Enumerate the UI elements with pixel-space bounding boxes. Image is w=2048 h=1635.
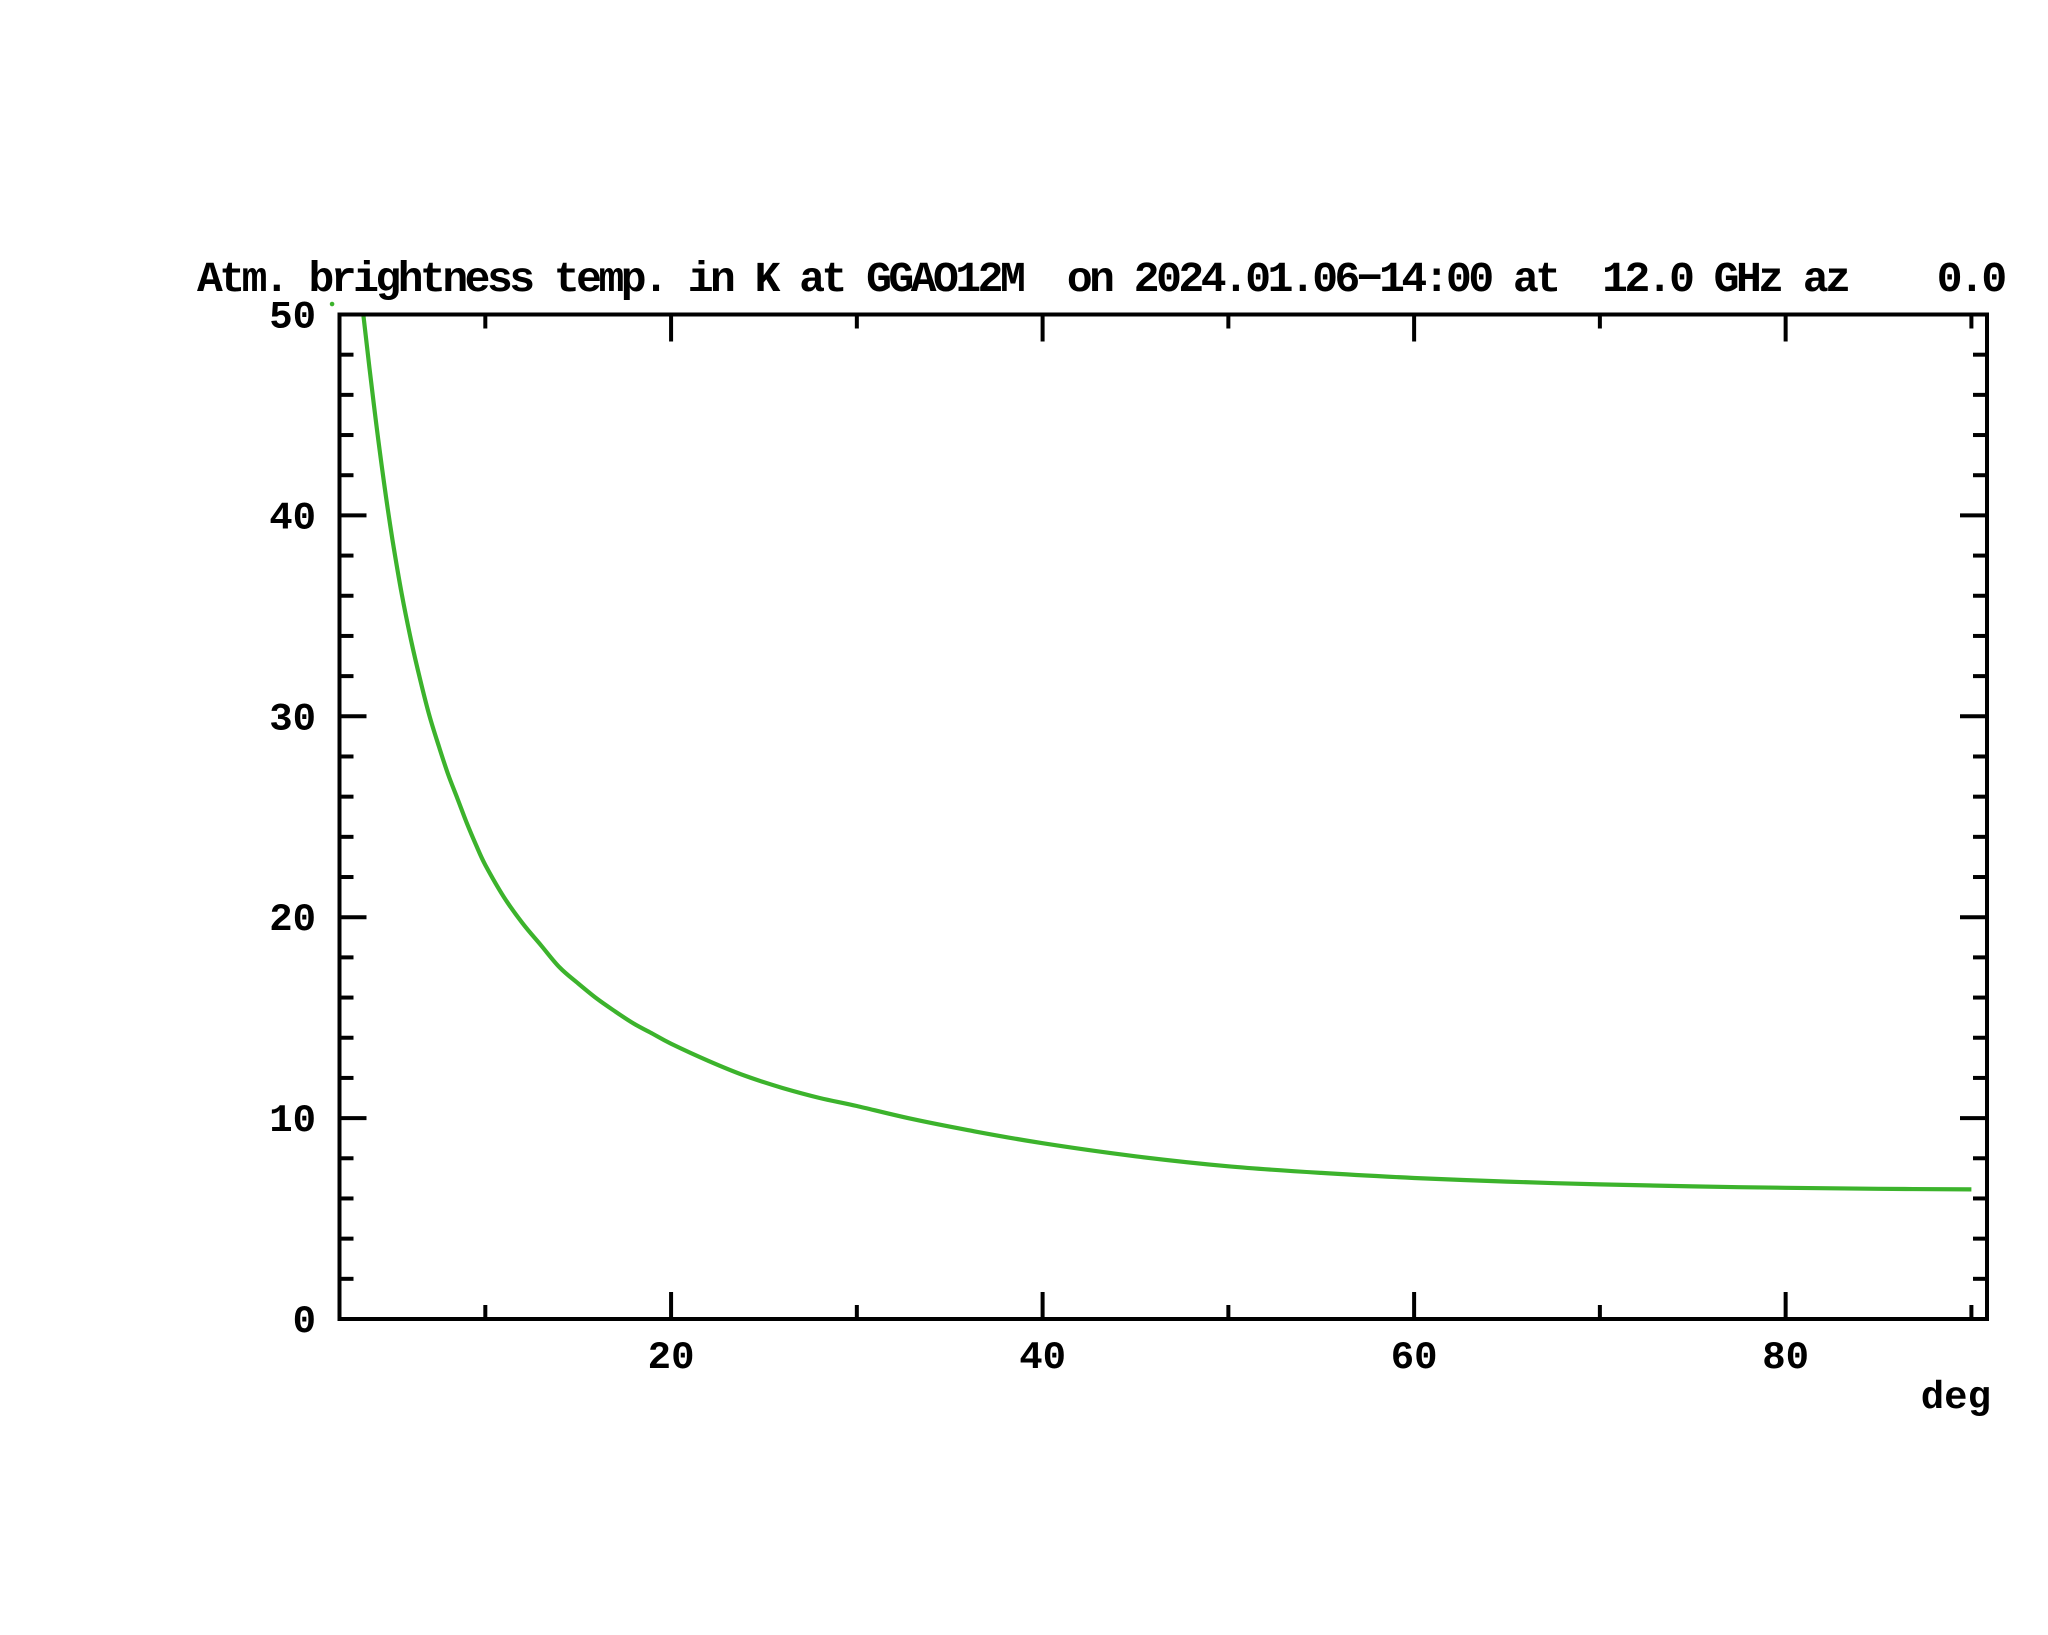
y-tick-label: 50 [269,296,316,340]
stray-green-dot [329,301,335,307]
x-tick-label: 20 [648,1336,695,1380]
y-axis-minor-ticks [339,352,1987,1281]
x-tick-label: 40 [1019,1336,1066,1380]
y-tick-label: 20 [269,898,316,942]
chart-title: Atm. brightness temp. in K at GGAO12M on… [197,255,2005,304]
y-tick-label: 30 [269,697,316,741]
x-axis-major-ticks [669,314,1788,1319]
x-axis-tick-labels: 20 40 60 80 [648,1336,1809,1380]
x-axis-minor-ticks [483,314,1974,1319]
x-tick-label: 80 [1762,1336,1809,1380]
y-tick-label: 40 [269,496,316,540]
x-tick-label: 60 [1391,1336,1438,1380]
y-tick-label: 10 [269,1099,316,1143]
y-axis-major-ticks [339,312,1987,1321]
y-tick-label: 0 [293,1300,316,1344]
plot-frame [337,312,1989,1321]
y-axis-tick-labels: 0 10 20 30 40 50 [269,296,316,1345]
x-axis-unit-label: deg [1921,1376,1991,1420]
temperature-curve [361,314,1972,1192]
